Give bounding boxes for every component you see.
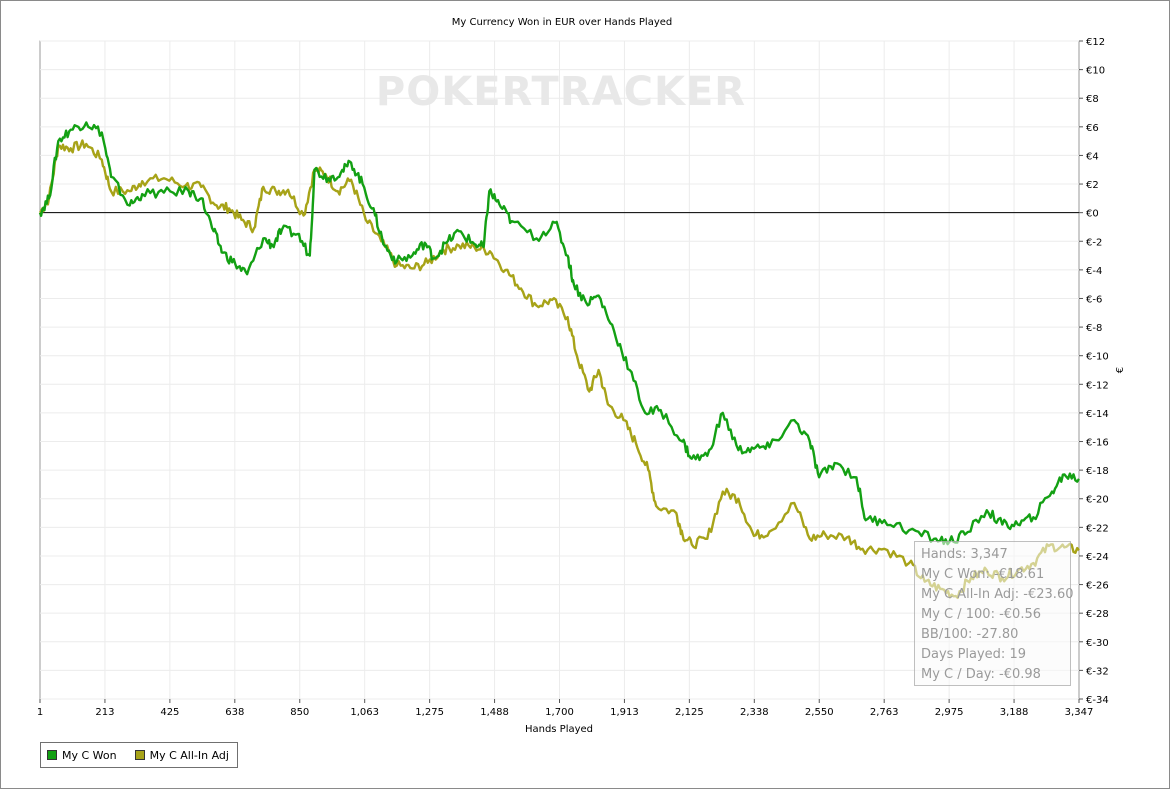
y-tick-label: €-28 (1086, 609, 1109, 620)
x-tick-label: 1,488 (480, 707, 509, 718)
y-tick-label: €-24 (1086, 552, 1109, 563)
tooltip-hands: Hands: 3,347 (921, 547, 1008, 562)
y-tick-label: €-34 (1086, 695, 1109, 706)
legend-item-allin[interactable]: My C All-In Adj (134, 748, 229, 762)
x-tick-label: 850 (290, 707, 309, 718)
y-tick-label: €-2 (1086, 237, 1102, 248)
y-tick-label: €6 (1086, 123, 1099, 134)
legend-item-won[interactable]: My C Won (47, 749, 117, 762)
x-axis: 1 213 425 638 850 1,063 1,275 1,488 1,700 1,913 2,… (37, 699, 1094, 718)
x-tick-label: 1,913 (610, 707, 639, 718)
chart-title: My Currency Won in EUR over Hands Played (452, 17, 673, 28)
y-tick-label: €-6 (1086, 294, 1102, 305)
tooltip-per-day: My C / Day: -€0.98 (921, 667, 1041, 682)
y-tick-label: €-26 (1086, 581, 1109, 592)
y-tick-label: €-20 (1086, 495, 1109, 506)
legend-label-allin: My C All-In Adj (149, 748, 229, 762)
x-tick-label: 1 (37, 707, 43, 718)
legend-label-won: My C Won (62, 748, 117, 762)
y-tick-label: €-8 (1086, 323, 1102, 334)
x-tick-label: 2,125 (675, 707, 704, 718)
y-tick-label: €10 (1086, 66, 1105, 77)
y-tick-label: €-32 (1086, 666, 1109, 677)
y-tick-label: €-4 (1086, 266, 1102, 277)
legend-swatch-won (47, 750, 57, 760)
y-tick-label: €4 (1086, 151, 1099, 162)
x-tick-label: 3,188 (1000, 707, 1029, 718)
tooltip-days: Days Played: 19 (921, 647, 1026, 662)
y-tick-label: €-12 (1086, 380, 1109, 391)
series-line-allin-adj (38, 139, 1080, 599)
x-axis-label: Hands Played (525, 724, 593, 735)
y-tick-label: €-14 (1086, 409, 1109, 420)
x-tick-label: 638 (225, 707, 244, 718)
y-tick-label: €-22 (1086, 523, 1109, 534)
tooltip-allin-adj: My C All-In Adj: -€23.60 (921, 587, 1074, 602)
series-line-won (38, 121, 1080, 546)
x-tick-label: 2,763 (870, 707, 899, 718)
legend: My C Won My C All-In Adj (40, 742, 238, 768)
y-tick-label: €-16 (1086, 438, 1109, 449)
y-tick-label: €2 (1086, 180, 1099, 191)
legend-swatch-allin (134, 750, 145, 760)
y-tick-label: €-10 (1086, 352, 1109, 363)
y-tick-label: €12 (1086, 37, 1105, 48)
x-tick-label: 1,700 (545, 707, 574, 718)
watermark: POKERTRACKER (376, 69, 746, 115)
x-tick-label: 425 (160, 707, 179, 718)
x-tick-label: 1,275 (415, 707, 444, 718)
x-tick-label: 3,347 (1065, 707, 1094, 718)
x-tick-label: 2,338 (740, 707, 769, 718)
x-tick-label: 213 (95, 707, 114, 718)
y-tick-label: €-30 (1086, 638, 1109, 649)
tooltip-bb-100: BB/100: -27.80 (921, 627, 1019, 642)
tooltip-won: My C Won: -€18.61 (921, 567, 1045, 582)
hover-tooltip: Hands: 3,347 My C Won: -€18.61 My C All-… (914, 541, 1074, 686)
x-tick-label: 2,975 (935, 707, 964, 718)
tooltip-per-100: My C / 100: -€0.56 (921, 607, 1041, 622)
x-tick-label: 2,550 (805, 707, 834, 718)
y-axis-label: € (1115, 367, 1126, 373)
y-tick-label: €0 (1086, 209, 1099, 220)
x-tick-label: 1,063 (350, 707, 379, 718)
y-tick-label: €-18 (1086, 466, 1109, 477)
y-tick-label: €8 (1086, 94, 1099, 105)
y-axis: €12 €10 €8 €6 €4 €2 €0 €-2 €-4 €-6 €-8 €-10 €-12 €-14… (1079, 37, 1109, 706)
series-group (38, 121, 1080, 599)
